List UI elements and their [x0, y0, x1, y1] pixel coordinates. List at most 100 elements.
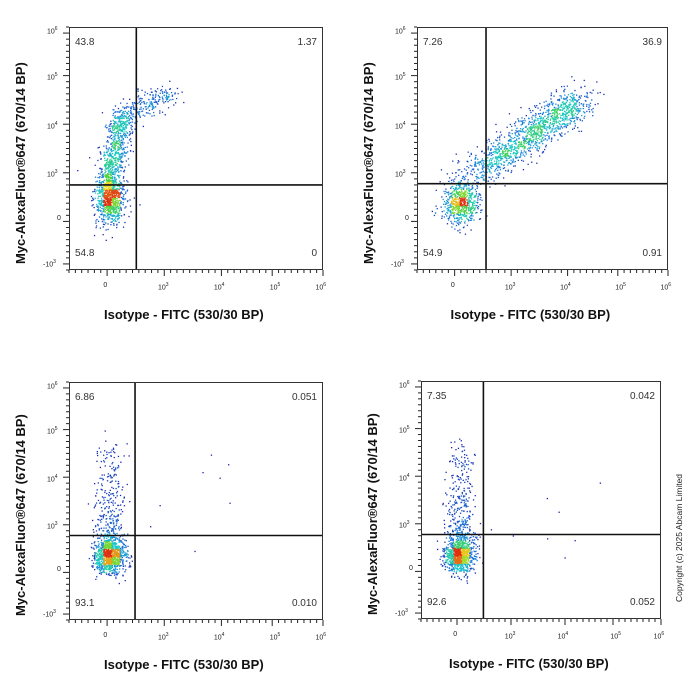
- event-point: [543, 134, 545, 136]
- event-point: [94, 188, 96, 191]
- event-point: [120, 187, 122, 189]
- event-point: [584, 85, 586, 87]
- event-point: [116, 124, 118, 127]
- event-point: [525, 126, 527, 128]
- event-point: [119, 551, 121, 553]
- event-point: [549, 103, 551, 105]
- event-point: [469, 201, 471, 203]
- event-point: [535, 144, 537, 146]
- event-point: [464, 191, 466, 193]
- event-point: [122, 126, 124, 129]
- event-point: [118, 136, 120, 139]
- event-point: [574, 89, 576, 92]
- event-point: [466, 205, 468, 207]
- event-point: [548, 113, 550, 115]
- event-point: [107, 211, 110, 213]
- event-point: [111, 167, 114, 169]
- event-point: [521, 122, 524, 124]
- event-point: [480, 171, 482, 173]
- event-point: [97, 554, 99, 556]
- event-point: [126, 121, 128, 123]
- event-point: [126, 152, 128, 154]
- event-point: [112, 164, 114, 166]
- event-point: [114, 199, 117, 201]
- event-point: [113, 122, 115, 125]
- event-point: [120, 553, 122, 555]
- tick-exponent: 3: [165, 282, 169, 288]
- event-point: [577, 112, 580, 114]
- event-point: [464, 178, 466, 180]
- event-point: [478, 177, 480, 179]
- event-point: [531, 121, 533, 123]
- event-point: [107, 556, 110, 558]
- event-point: [567, 122, 569, 125]
- event-point: [122, 204, 124, 206]
- event-point: [457, 198, 459, 200]
- event-point: [105, 179, 108, 181]
- event-point: [148, 99, 150, 101]
- event-point: [118, 504, 120, 507]
- event-point: [553, 117, 555, 119]
- event-point: [508, 135, 510, 137]
- event-point: [103, 514, 105, 516]
- event-point: [111, 191, 113, 193]
- event-point: [475, 193, 478, 195]
- event-point: [104, 560, 106, 562]
- event-point: [116, 191, 118, 194]
- event-point: [100, 539, 103, 541]
- event-point: [94, 505, 96, 507]
- event-point: [101, 551, 103, 553]
- event-point: [124, 580, 126, 582]
- event-point: [471, 165, 473, 167]
- event-point: [481, 209, 483, 211]
- event-point: [131, 132, 133, 135]
- event-point: [498, 150, 501, 153]
- event-point: [541, 119, 543, 122]
- event-point: [518, 132, 520, 134]
- event-point: [171, 94, 174, 96]
- event-point: [571, 99, 573, 101]
- event-point: [565, 104, 567, 107]
- event-point: [105, 197, 107, 200]
- event-point: [122, 542, 124, 544]
- event-point: [96, 556, 98, 558]
- event-point: [103, 545, 105, 547]
- event-point: [459, 197, 461, 200]
- event-point: [114, 218, 116, 220]
- event-point: [457, 184, 460, 187]
- event-point: [114, 197, 116, 199]
- event-point: [108, 201, 110, 203]
- event-point: [108, 554, 110, 556]
- event-point: [522, 120, 524, 122]
- event-point: [573, 102, 576, 104]
- event-point: [100, 201, 102, 203]
- event-point: [123, 176, 125, 178]
- event-point: [493, 142, 495, 144]
- event-point: [557, 121, 559, 123]
- event-point: [101, 181, 104, 183]
- event-point: [115, 191, 117, 193]
- event-point: [452, 223, 454, 225]
- event-point: [118, 482, 120, 485]
- event-point: [107, 198, 109, 200]
- event-point: [495, 150, 497, 152]
- event-point: [530, 132, 532, 134]
- event-point: [148, 104, 151, 106]
- event-point: [578, 96, 580, 98]
- event-point: [116, 215, 118, 217]
- event-point: [565, 111, 567, 113]
- event-point: [467, 161, 469, 163]
- event-point: [106, 476, 109, 478]
- event-point: [126, 102, 128, 105]
- event-point: [118, 562, 120, 564]
- event-point: [98, 216, 101, 218]
- event-point: [127, 533, 129, 535]
- event-point: [119, 214, 121, 217]
- event-point: [99, 557, 101, 559]
- event-point: [112, 487, 115, 490]
- event-point: [463, 201, 465, 204]
- event-point: [103, 566, 106, 568]
- event-point: [591, 92, 593, 94]
- event-point: [109, 568, 112, 570]
- event-point: [105, 159, 108, 161]
